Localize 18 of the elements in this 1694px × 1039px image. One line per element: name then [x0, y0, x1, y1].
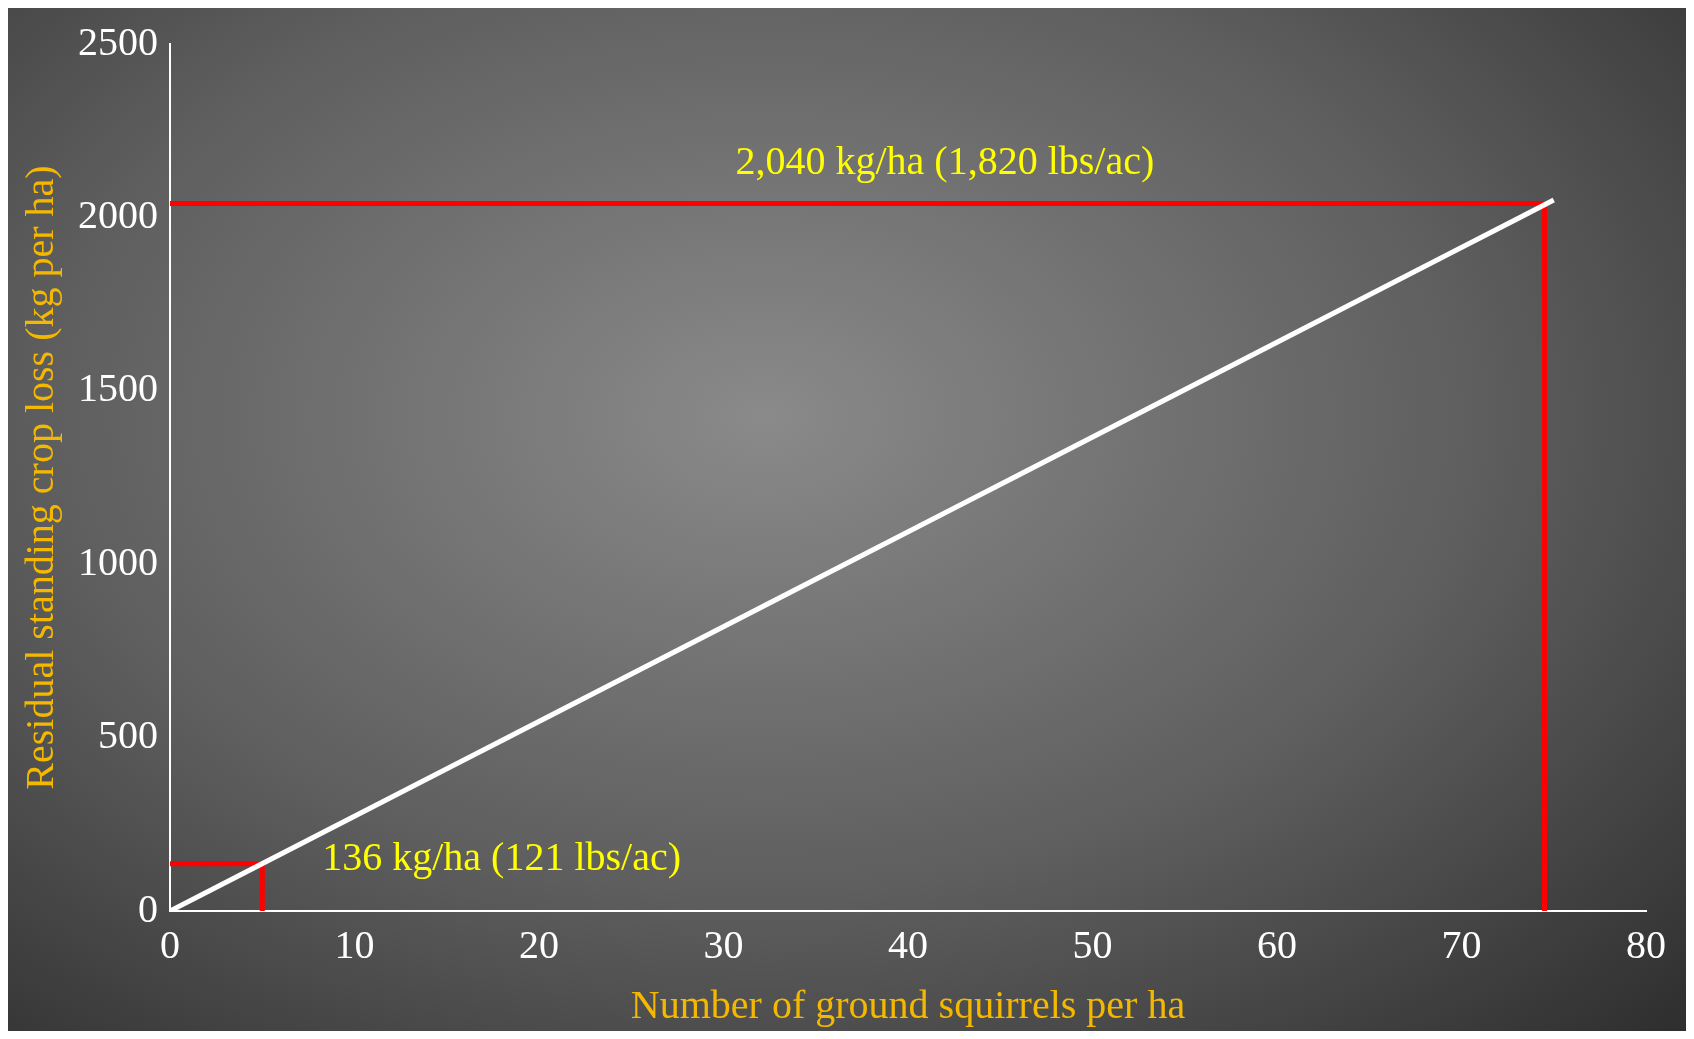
- x-axis-title: Number of ground squirrels per ha: [630, 981, 1186, 1027]
- x-tick-label: 30: [703, 921, 744, 967]
- x-tick-label: 40: [888, 921, 928, 967]
- x-tick-label: 50: [1072, 921, 1113, 967]
- y-tick-label: 0: [138, 885, 158, 931]
- x-tick-label: 80: [1626, 921, 1666, 967]
- y-tick-label: 2000: [78, 191, 158, 237]
- y-tick-label: 1500: [78, 365, 158, 411]
- x-tick-label: 70: [1441, 921, 1482, 967]
- annotation: 2,040 kg/ha (1,820 lbs/ac): [735, 138, 1155, 184]
- y-tick-label: 1000: [78, 538, 158, 584]
- annotation: 136 kg/ha (121 lbs/ac): [322, 834, 682, 880]
- y-axis-title: Residual standing crop loss (kg per ha): [16, 165, 62, 790]
- x-tick-label: 10: [334, 921, 375, 967]
- x-tick-label: 20: [519, 921, 559, 967]
- x-tick-label: 60: [1257, 921, 1297, 967]
- y-tick-label: 500: [98, 712, 158, 758]
- y-tick-label: 2500: [78, 18, 158, 64]
